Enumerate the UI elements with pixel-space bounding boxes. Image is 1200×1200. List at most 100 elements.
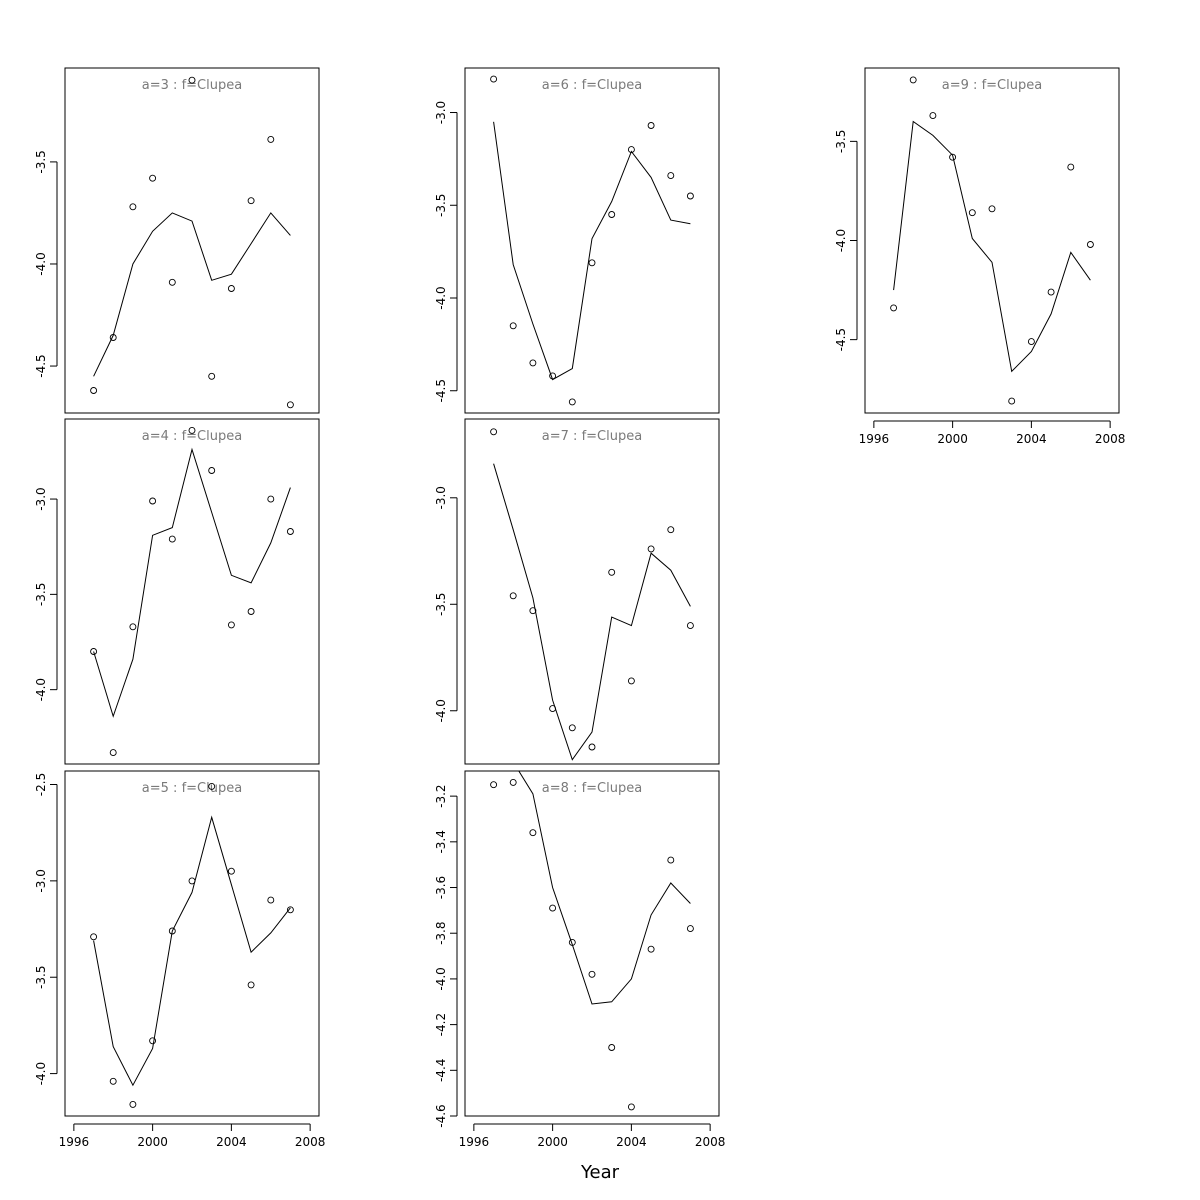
y-tick-label: -3.0 [434,486,448,509]
x-tick-label: 2008 [695,1135,726,1149]
x-tick-label: 2004 [216,1135,247,1149]
observed-point [286,528,294,535]
observed-point [647,545,655,553]
panel-title: a=9 : f=Clupea [942,78,1042,93]
observed-point [667,526,675,534]
observed-point [149,1037,157,1045]
observed-point [909,76,917,84]
observed-point [568,938,576,946]
observed-point [208,782,216,790]
observed-point [890,304,898,312]
observed-point [588,743,596,751]
observed-point [568,398,576,406]
observed-point [509,592,517,600]
fitted-series-line [493,463,691,761]
observed-point [129,1100,137,1108]
observed-point [529,359,537,367]
panel-2: a=4 : f=Clupea -3.0 -3.5 -4.0 [34,418,320,765]
observed-point [90,387,98,394]
y-tick-label: -3.5 [34,966,48,989]
observed-point [647,122,655,129]
observed-point [627,146,635,154]
panel-title: a=4 : f=Clupea [142,429,242,444]
observed-point [1067,163,1075,171]
observed-point [267,135,275,143]
observed-point [529,607,537,615]
x-tick-label: 2000 [937,432,968,446]
observed-point [490,781,498,789]
y-tick-label: -3.5 [434,194,448,217]
observed-point [588,259,596,267]
y-tick-label: -3.5 [434,593,448,616]
observed-point [168,535,176,543]
panel-frame [64,67,320,414]
observed-point [188,426,196,434]
observed-point [247,608,255,615]
y-tick-label: -3.5 [834,130,848,153]
observed-point [667,172,675,180]
y-tick-label: -3.0 [34,869,48,892]
observed-point [149,497,157,505]
observed-point [608,568,616,576]
observed-point [208,467,216,474]
observed-point [509,778,517,786]
x-tick-label: 2008 [1095,432,1126,446]
observed-point [686,925,694,933]
y-tick-label: -4.0 [34,1062,48,1085]
observed-point [1047,288,1055,296]
observed-point [1086,241,1094,248]
observed-point [568,724,576,732]
x-tick-label: 2004 [616,1135,647,1149]
panels-group: a=3 : f=Clupea -3.5 -4.0 -4.5 a=4 : f=Clupea… [34,67,1126,1149]
observed-point [988,205,996,213]
y-tick-label: -4.0 [434,286,448,309]
x-tick-label: 2000 [137,1135,168,1149]
observed-point [608,211,616,218]
observed-point [647,945,655,953]
observed-point [490,428,498,436]
x-tick-label: 1996 [59,1135,90,1149]
observed-point [627,1103,635,1111]
x-tick-label: 2000 [537,1135,568,1149]
observed-point [929,112,937,120]
panel-frame [464,67,720,414]
fitted-series-line [93,447,291,718]
x-tick-label: 2004 [1016,432,1047,446]
y-tick-label: -4.4 [434,1059,448,1082]
panel-frame [864,67,1120,414]
observed-point [208,372,216,380]
observed-point [627,677,635,685]
panel-frame [64,418,320,765]
x-tick-label: 2008 [295,1135,326,1149]
observed-point [188,76,196,84]
observed-point [286,906,294,914]
observed-point [267,495,275,503]
observed-point [267,896,275,904]
observed-point [149,174,157,182]
observed-point [168,927,176,935]
observed-point [129,623,137,631]
y-tick-label: -4.0 [34,678,48,701]
fitted-series-line [518,771,691,1005]
observed-point [686,622,694,630]
panel-title: a=8 : f=Clupea [542,781,642,796]
observed-point [286,401,294,409]
x-tick-label: 1996 [459,1135,490,1149]
observed-point [1027,338,1035,346]
observed-point [968,209,976,217]
observed-point [549,904,557,912]
panel-frame [464,770,720,1117]
panel-title: a=5 : f=Clupea [142,781,242,796]
y-tick-label: -4.0 [34,252,48,275]
panel-6: a=8 : f=Clupea -3.2 -3.4 -3.6 -3.8 -4.0 -4.2 -4… [434,770,726,1149]
observed-point [227,285,235,292]
panel-1: a=3 : f=Clupea -3.5 -4.0 -4.5 [34,67,320,414]
y-tick-label: -4.0 [434,699,448,722]
observed-point [1008,397,1016,405]
y-tick-label: -4.6 [434,1104,448,1127]
observed-point [247,197,255,205]
observed-point [227,867,235,875]
y-tick-label: -4.2 [434,1013,448,1036]
y-tick-label: -2.5 [34,773,48,796]
panel-frame [64,770,320,1117]
